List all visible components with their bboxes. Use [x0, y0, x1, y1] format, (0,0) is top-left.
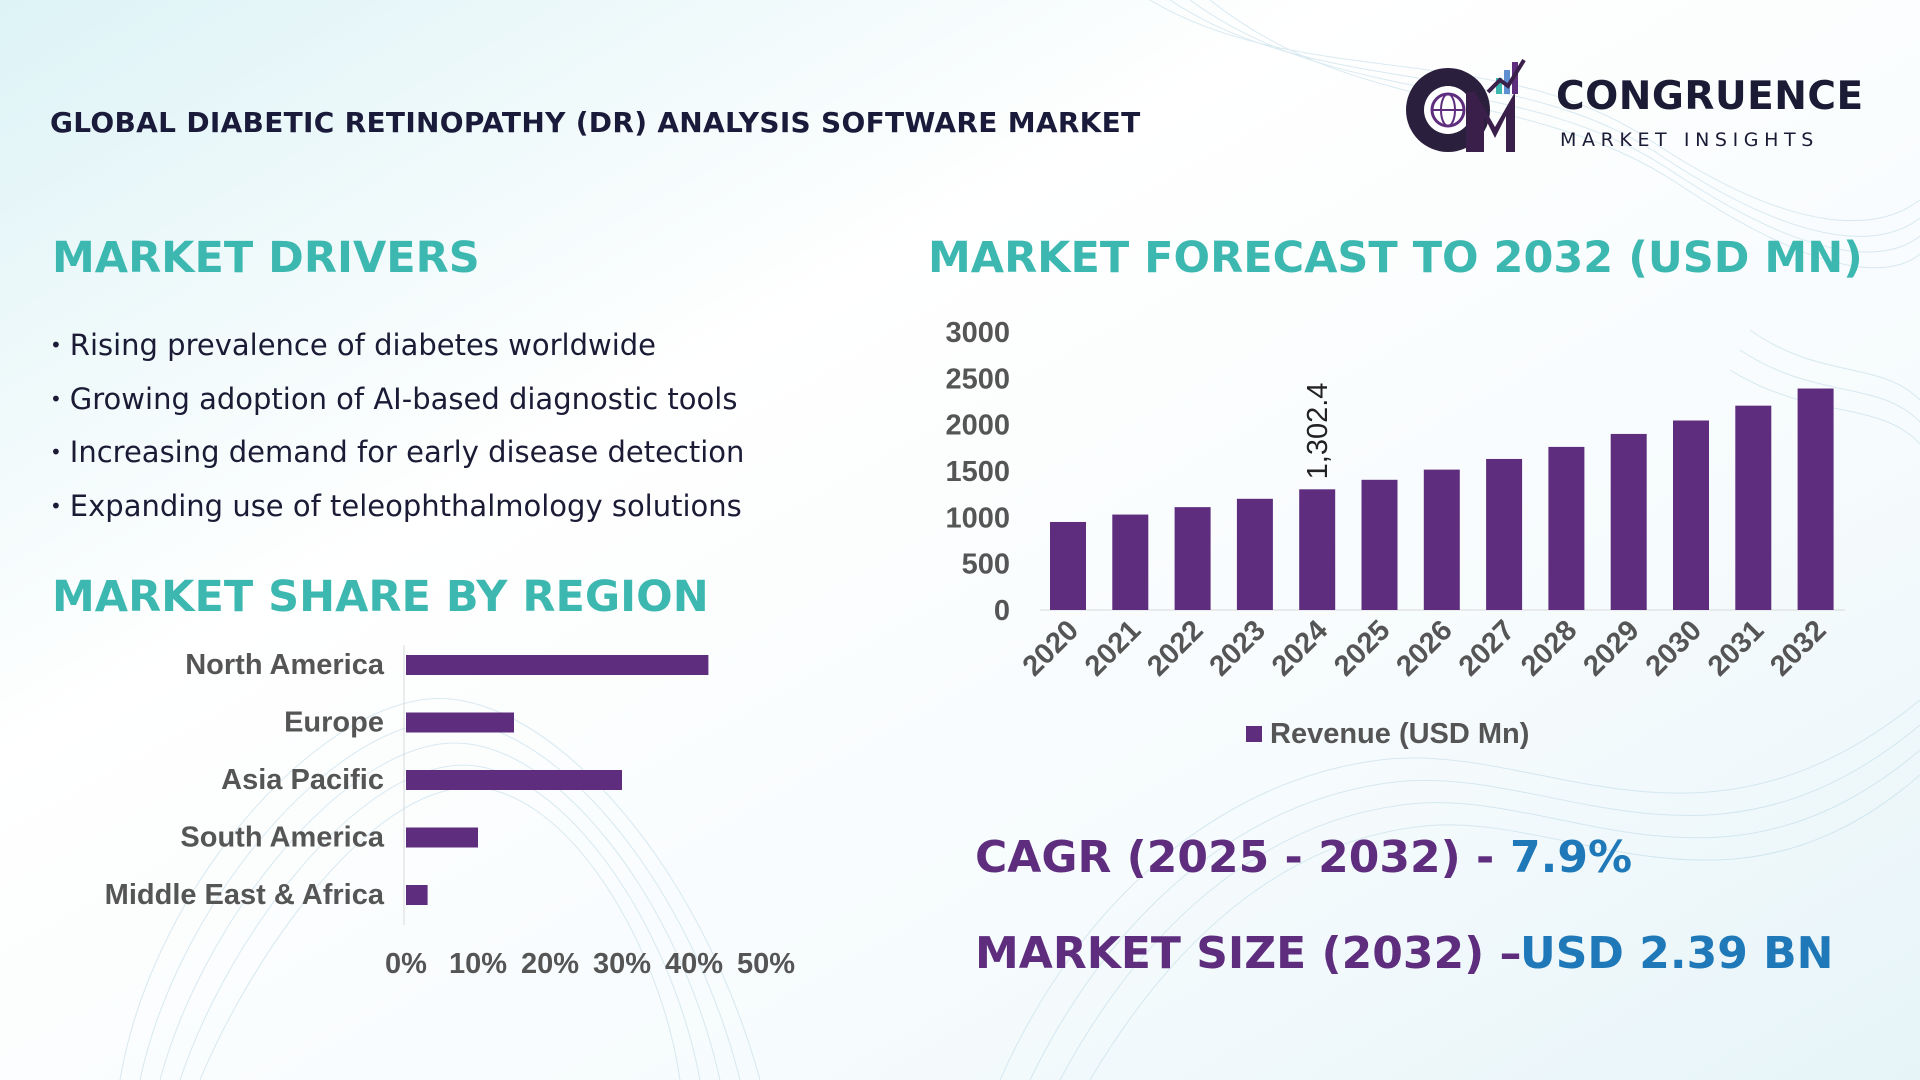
region-share-chart: North America Europe Asia Pacific South Ame… [105, 645, 795, 980]
forecast-bar [1610, 433, 1647, 610]
forecast-bar [1174, 507, 1211, 610]
forecast-y-tick: 3000 [945, 317, 1010, 349]
region-x-tick: 50% [737, 948, 795, 980]
forecast-y-tick: 500 [962, 549, 1010, 581]
forecast-y-tick: 2000 [945, 410, 1010, 442]
driver-item: Rising prevalence of diabetes worldwide [50, 325, 744, 379]
forecast-x-tick: 2030 [1640, 614, 1708, 682]
forecast-x-tick: 2031 [1702, 614, 1770, 682]
region-label: North America [185, 649, 385, 681]
forecast-x-tick: 2029 [1577, 614, 1645, 682]
forecast-bar [1735, 405, 1772, 610]
forecast-y-tick: 2500 [945, 363, 1010, 395]
forecast-bar [1548, 446, 1585, 610]
drivers-heading: MARKET DRIVERS [52, 233, 480, 283]
region-x-tick: 0% [385, 948, 427, 980]
market-size-value: USD 2.39 BN [1520, 928, 1834, 979]
forecast-data-label: 1,302.4 [1302, 383, 1334, 480]
forecast-bar [1299, 489, 1336, 610]
brand-logo: CM CONGRUENCE MARKET INSIGHTS [1400, 52, 1870, 162]
forecast-x-tick: 2023 [1204, 614, 1272, 682]
region-x-tick: 10% [449, 948, 507, 980]
forecast-chart: 0 500 1000 1500 2000 2500 3000 2020202120222023… [945, 317, 1845, 750]
driver-item: Increasing demand for early disease dete… [50, 432, 745, 486]
region-bar [406, 655, 709, 675]
forecast-y-tick: 1000 [945, 502, 1010, 534]
region-heading: MARKET SHARE BY REGION [52, 572, 709, 622]
region-label: Europe [284, 707, 384, 739]
forecast-heading: MARKET FORECAST TO 2032 (USD MN) [928, 233, 1863, 283]
cagr-label: CAGR (2025 - 2032) - [975, 832, 1495, 883]
forecast-bar [1797, 388, 1834, 610]
forecast-x-tick: 2024 [1266, 614, 1334, 682]
logo-tagline: MARKET INSIGHTS [1560, 129, 1819, 151]
driver-item: Growing adoption of AI-based diagnostic … [50, 379, 744, 433]
logo-mark-icon: CM [1406, 58, 1526, 152]
forecast-x-tick: 2021 [1079, 614, 1147, 682]
region-x-tick: 30% [593, 948, 651, 980]
region-bar [406, 712, 514, 733]
forecast-bar [1361, 479, 1398, 610]
region-x-tick: 40% [665, 948, 723, 980]
region-bar [406, 827, 478, 848]
forecast-bar [1112, 514, 1149, 610]
forecast-x-tick: 2022 [1141, 614, 1209, 682]
legend-label: Revenue (USD Mn) [1270, 718, 1529, 750]
region-label: Asia Pacific [221, 764, 384, 796]
forecast-bar [1423, 469, 1460, 610]
forecast-x-tick: 2020 [1017, 614, 1085, 682]
forecast-bar [1486, 458, 1523, 610]
forecast-bar [1673, 420, 1709, 610]
page-title: GLOBAL DIABETIC RETINOPATHY (DR) ANALYSI… [50, 106, 1141, 139]
forecast-x-tick: 2028 [1515, 614, 1583, 682]
forecast-bar [1050, 521, 1086, 610]
region-x-tick: 20% [521, 948, 579, 980]
forecast-x-tick: 2027 [1453, 614, 1521, 682]
forecast-bar [1236, 498, 1273, 610]
forecast-y-tick: 0 [994, 595, 1010, 627]
driver-item: Expanding use of teleophthalmology solut… [50, 486, 744, 540]
cagr-value: 7.9% [1510, 832, 1633, 883]
market-size-label: MARKET SIZE (2032) – [975, 928, 1522, 979]
logo-name: CONGRUENCE [1556, 74, 1864, 119]
region-label: South America [180, 822, 384, 854]
region-label: Middle East & Africa [105, 879, 385, 911]
forecast-x-tick: 2025 [1328, 614, 1396, 682]
drivers-list: Rising prevalence of diabetes worldwide … [50, 325, 745, 540]
forecast-y-tick: 1500 [945, 456, 1010, 488]
forecast-x-tick: 2026 [1391, 614, 1459, 682]
legend-swatch [1246, 726, 1262, 742]
region-bar [406, 770, 622, 790]
region-bar [406, 885, 428, 905]
forecast-x-tick: 2032 [1764, 614, 1832, 682]
